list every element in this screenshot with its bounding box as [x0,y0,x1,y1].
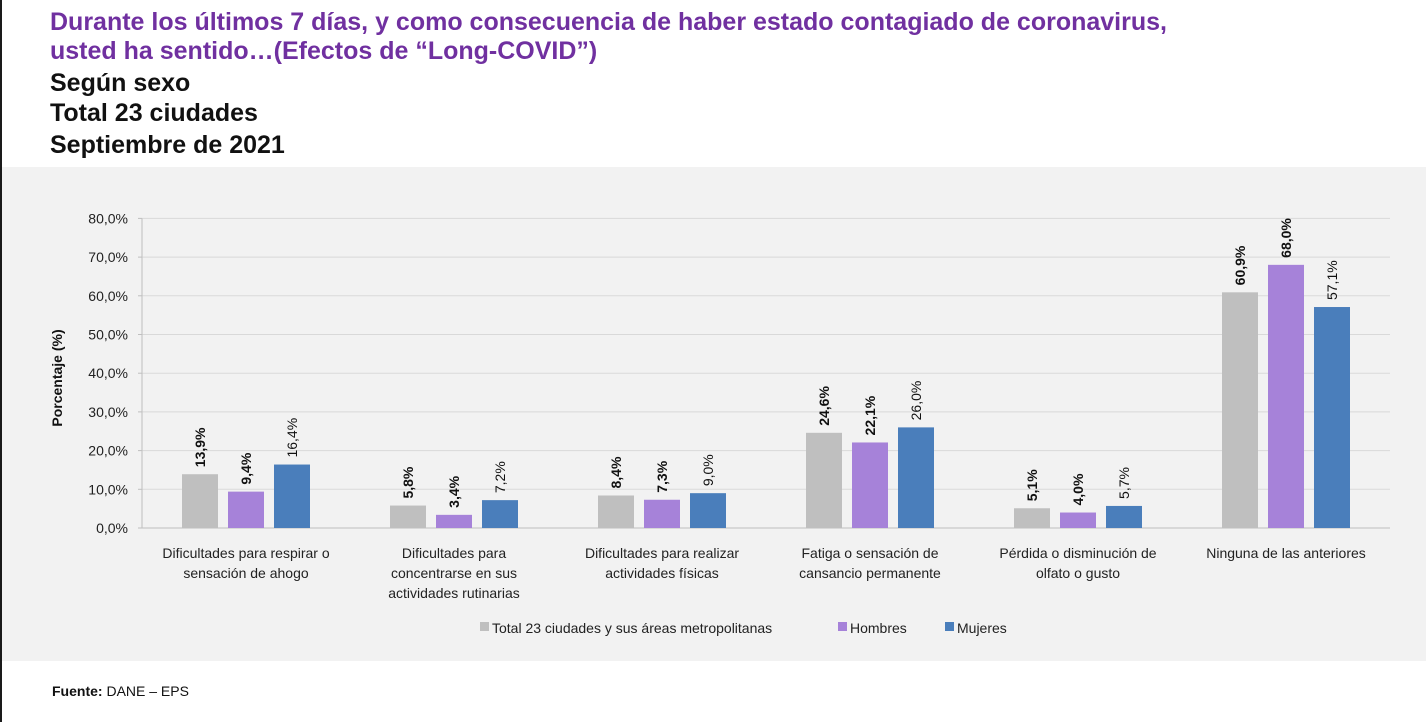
legend-swatch [945,622,954,631]
chart-title: Durante los últimos 7 días, y como conse… [50,8,1350,66]
data-label: 7,3% [654,460,670,492]
data-label: 57,1% [1324,260,1340,300]
chart-panel [2,167,1426,661]
bar [598,495,634,528]
y-axis-title: Porcentaje (%) [49,329,65,426]
bar [1060,512,1096,528]
source-note: Fuente: DANE – EPS [52,683,189,699]
data-label: 13,9% [192,427,208,467]
legend-swatch [838,622,847,631]
bar [182,474,218,528]
x-category-label: sensación de ahogo [183,565,309,581]
x-category-label: actividades físicas [605,565,719,581]
bar [1222,292,1258,528]
data-label: 22,1% [862,395,878,435]
bar [1268,264,1304,528]
subtitle-sex: Según sexo [50,69,191,97]
data-label: 26,0% [908,381,924,421]
legend-label: Total 23 ciudades y sus áreas metropolit… [492,620,772,636]
bar [898,427,934,528]
x-category-label: concentrarse en sus [391,565,517,581]
data-label: 8,4% [608,456,624,488]
data-label: 5,7% [1116,467,1132,499]
legend-swatch [480,622,489,631]
bar [852,442,888,528]
data-label: 24,6% [816,386,832,426]
subtitle-date: Septiembre de 2021 [50,131,285,159]
bar [390,505,426,528]
bar [482,500,518,528]
x-category-label: Fatiga o sensación de [802,545,939,561]
legend-label: Mujeres [957,620,1007,636]
y-tick-label: 10,0% [88,481,128,497]
y-tick-label: 70,0% [88,249,128,265]
y-tick-label: 20,0% [88,443,128,459]
x-category-label: Dificultades para respirar o [162,545,330,561]
data-label: 5,1% [1024,469,1040,501]
data-label: 9,4% [238,452,254,484]
data-label: 16,4% [284,418,300,458]
data-label: 7,2% [492,461,508,493]
x-category-label: Dificultades para realizar [585,545,739,561]
y-tick-label: 80,0% [88,210,128,226]
x-category-label: Ninguna de las anteriores [1206,545,1366,561]
data-label: 3,4% [446,475,462,507]
data-label: 9,0% [700,454,716,486]
bar [228,491,264,528]
title-line-2: usted ha sentido…(Efectos de “Long-COVID… [50,37,598,65]
source-text: DANE – EPS [102,683,189,699]
bar [1106,505,1142,528]
bar [690,493,726,528]
data-label: 5,8% [400,466,416,498]
title-line-1: Durante los últimos 7 días, y como conse… [50,8,1167,36]
bar [1314,307,1350,528]
x-category-label: cansancio permanente [799,565,941,581]
frame-border [0,0,2,722]
x-category-label: Dificultades para [402,545,506,561]
x-category-label: actividades rutinarias [388,585,520,601]
source-label: Fuente: [52,683,103,699]
data-label: 68,0% [1278,218,1294,258]
subtitle-cities: Total 23 ciudades [50,99,258,127]
y-tick-label: 0,0% [96,520,128,536]
x-category-label: olfato o gusto [1036,565,1120,581]
bar [806,432,842,528]
bar [436,514,472,528]
legend-label: Hombres [850,620,907,636]
y-tick-label: 60,0% [88,288,128,304]
data-label: 60,9% [1232,245,1248,285]
bar [274,464,310,528]
bar [644,499,680,528]
bar [1014,508,1050,528]
y-tick-label: 40,0% [88,365,128,381]
y-tick-label: 50,0% [88,327,128,343]
x-category-label: Pérdida o disminución de [999,545,1156,561]
y-tick-label: 30,0% [88,404,128,420]
data-label: 4,0% [1070,473,1086,505]
